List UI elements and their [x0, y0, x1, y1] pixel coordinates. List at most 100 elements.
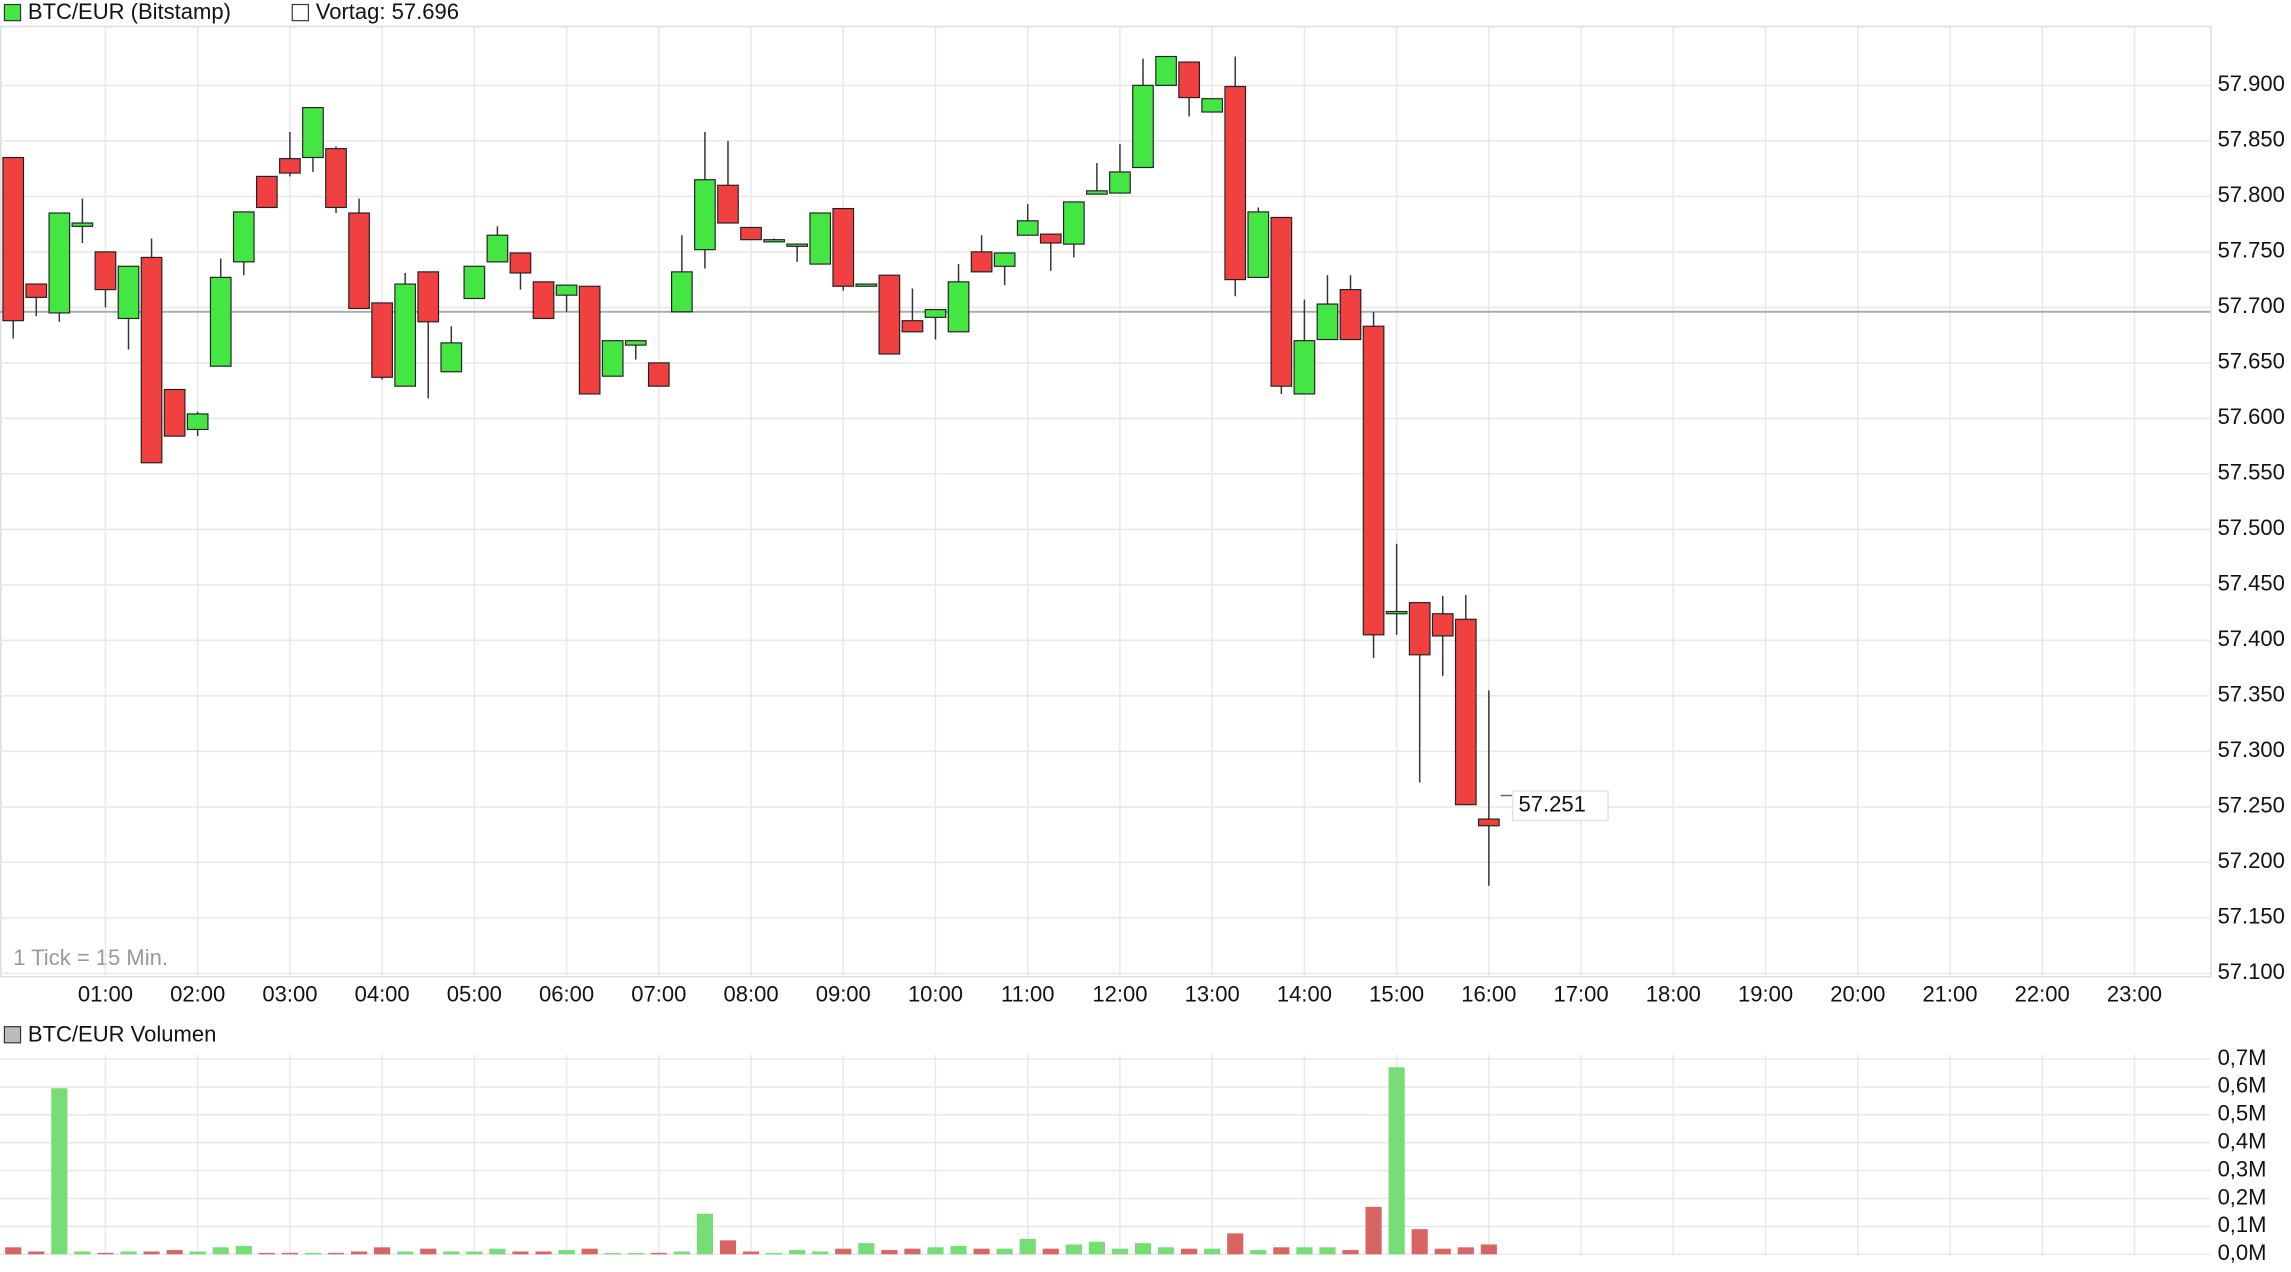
y-tick-label: 57.700 — [2218, 293, 2285, 318]
x-tick-label: 09:00 — [816, 982, 871, 1007]
volume-bar — [235, 1245, 252, 1255]
candle-body — [371, 302, 393, 378]
y-tick-label: 57.500 — [2218, 515, 2285, 540]
volume-bar — [97, 1252, 114, 1255]
x-tick-label: 05:00 — [447, 982, 502, 1007]
y-tick-label: 57.450 — [2218, 571, 2285, 596]
x-tick-label: 17:00 — [1554, 982, 1609, 1007]
candle-body — [1316, 303, 1339, 341]
volume-bar — [742, 1251, 760, 1255]
plot-frame — [0, 25, 2212, 978]
x-tick-label: 22:00 — [2015, 982, 2070, 1007]
candle-body — [255, 175, 278, 209]
last-value-label: 57.251 — [1519, 792, 1586, 817]
x-tick-label: 20:00 — [1830, 982, 1885, 1007]
legend-swatch — [291, 3, 309, 22]
candle-body — [901, 320, 924, 333]
volume-bar — [1181, 1248, 1198, 1255]
x-tick-label: 06:00 — [539, 982, 594, 1007]
volume-bar — [1296, 1247, 1313, 1255]
candle-body — [94, 251, 117, 291]
annotation: 1 Tick = 15 Min. — [13, 945, 168, 970]
candle-body — [209, 276, 232, 367]
candle-body — [1270, 216, 1293, 387]
candle-body — [624, 340, 647, 346]
x-tick-label: 07:00 — [631, 982, 686, 1007]
volume-bar — [1227, 1233, 1244, 1255]
last-value-box — [1511, 790, 1609, 822]
y-tick-label: 0,0M — [2218, 1240, 2267, 1265]
volume-bar — [696, 1213, 714, 1255]
candle-body — [1385, 610, 1408, 615]
y-tick-label: 57.550 — [2218, 460, 2285, 485]
volume-bar — [650, 1252, 667, 1255]
candle-body — [1224, 85, 1247, 281]
candle-body — [970, 251, 993, 273]
y-tick-label: 57.400 — [2218, 626, 2285, 651]
candle-body — [279, 158, 301, 174]
volume-bar — [258, 1252, 275, 1255]
candle-body — [463, 265, 486, 300]
candle-body — [232, 211, 255, 263]
candle-body — [809, 212, 832, 265]
candle-body — [1247, 211, 1270, 278]
volume-bar — [489, 1248, 506, 1255]
volume-bar — [996, 1248, 1013, 1255]
candle-body — [348, 212, 370, 310]
x-tick-label: 08:00 — [723, 982, 778, 1007]
volume-bar — [189, 1251, 206, 1255]
volume-bar — [973, 1248, 990, 1255]
candle-body — [1201, 98, 1224, 113]
volume-bar — [397, 1251, 414, 1255]
volume-bar — [374, 1247, 391, 1255]
candle-body — [394, 283, 417, 387]
volume-bar — [1480, 1244, 1497, 1255]
candle-body — [509, 252, 532, 274]
volume-bar — [1250, 1250, 1267, 1255]
candle-body — [1362, 325, 1385, 636]
candle-body — [1339, 289, 1362, 341]
volume-bar — [1019, 1238, 1036, 1255]
candle-body — [1109, 171, 1131, 194]
candle-body — [25, 283, 48, 298]
volume-bar — [1388, 1067, 1405, 1255]
volume-bar — [535, 1251, 552, 1255]
candle-body — [48, 212, 71, 314]
y-tick-label: 57.600 — [2218, 404, 2285, 429]
volume-bar — [881, 1250, 898, 1255]
y-tick-label: 0,2M — [2218, 1184, 2267, 1209]
candle-body — [1178, 61, 1200, 99]
x-tick-label: 03:00 — [262, 982, 317, 1007]
y-tick-label: 57.800 — [2218, 182, 2285, 207]
x-tick-label: 15:00 — [1369, 982, 1424, 1007]
volume-bar — [604, 1252, 621, 1255]
candle-body — [1454, 618, 1477, 806]
candle-body — [1293, 340, 1316, 395]
volume-bar — [1111, 1248, 1129, 1255]
volume-title: BTC/EUR Volumen — [28, 1021, 216, 1046]
candle-body — [417, 271, 440, 323]
candle-body — [924, 309, 947, 318]
volume-bar — [1042, 1248, 1059, 1255]
candle-body — [786, 243, 809, 247]
candle-body — [140, 256, 163, 464]
candle-body — [1016, 220, 1039, 236]
volume-bar — [443, 1251, 460, 1255]
candle-body — [163, 388, 186, 437]
candle-body — [532, 281, 555, 320]
y-tick-label: 57.250 — [2218, 793, 2285, 818]
x-tick-label: 04:00 — [355, 982, 410, 1007]
candle-body — [440, 342, 463, 373]
candle-body — [1132, 84, 1154, 169]
candle-body — [947, 281, 970, 333]
candle-body — [763, 239, 785, 243]
volume-bar — [558, 1250, 575, 1255]
volume-bar — [74, 1251, 91, 1255]
volume-bar — [1434, 1248, 1451, 1255]
candle-body — [670, 271, 693, 313]
volume-bar — [281, 1252, 298, 1255]
x-tick-label: 13:00 — [1185, 982, 1240, 1007]
x-tick-label: 23:00 — [2107, 982, 2162, 1007]
y-tick-label: 57.200 — [2218, 848, 2285, 873]
